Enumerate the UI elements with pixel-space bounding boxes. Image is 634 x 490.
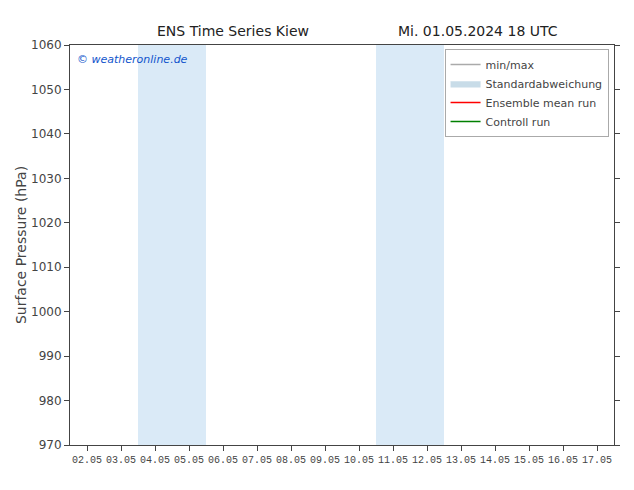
svg-text:1010: 1010 [31, 260, 62, 274]
svg-text:02.05: 02.05 [72, 455, 102, 466]
svg-text:980: 980 [39, 394, 62, 408]
svg-text:07.05: 07.05 [242, 455, 272, 466]
svg-text:14.05: 14.05 [480, 455, 510, 466]
svg-text:05.05: 05.05 [174, 455, 204, 466]
svg-text:12.05: 12.05 [412, 455, 442, 466]
svg-text:Surface Pressure (hPa): Surface Pressure (hPa) [13, 166, 29, 324]
svg-text:1050: 1050 [31, 83, 62, 97]
svg-text:1040: 1040 [31, 127, 62, 141]
svg-text:ENS Time Series Kiew: ENS Time Series Kiew [157, 23, 309, 39]
svg-text:11.05: 11.05 [378, 455, 408, 466]
svg-text:08.05: 08.05 [276, 455, 306, 466]
svg-text:1020: 1020 [31, 216, 62, 230]
svg-text:min/max: min/max [486, 59, 535, 72]
svg-text:© weatheronline.de: © weatheronline.de [77, 53, 188, 66]
svg-text:Mi. 01.05.2024 18 UTC: Mi. 01.05.2024 18 UTC [398, 23, 558, 39]
svg-text:16.05: 16.05 [548, 455, 578, 466]
svg-text:1000: 1000 [31, 305, 62, 319]
svg-text:17.05: 17.05 [582, 455, 612, 466]
svg-text:03.05: 03.05 [106, 455, 136, 466]
svg-text:04.05: 04.05 [140, 455, 170, 466]
svg-text:1060: 1060 [31, 38, 62, 52]
svg-text:Standardabweichung: Standardabweichung [486, 78, 603, 91]
svg-text:Ensemble mean run: Ensemble mean run [486, 97, 597, 110]
svg-text:990: 990 [39, 349, 62, 363]
svg-text:13.05: 13.05 [446, 455, 476, 466]
svg-text:970: 970 [39, 438, 62, 452]
svg-text:15.05: 15.05 [514, 455, 544, 466]
svg-text:1030: 1030 [31, 172, 62, 186]
svg-text:Controll run: Controll run [486, 116, 551, 129]
svg-text:10.05: 10.05 [344, 455, 374, 466]
svg-text:09.05: 09.05 [310, 455, 340, 466]
svg-text:06.05: 06.05 [208, 455, 238, 466]
